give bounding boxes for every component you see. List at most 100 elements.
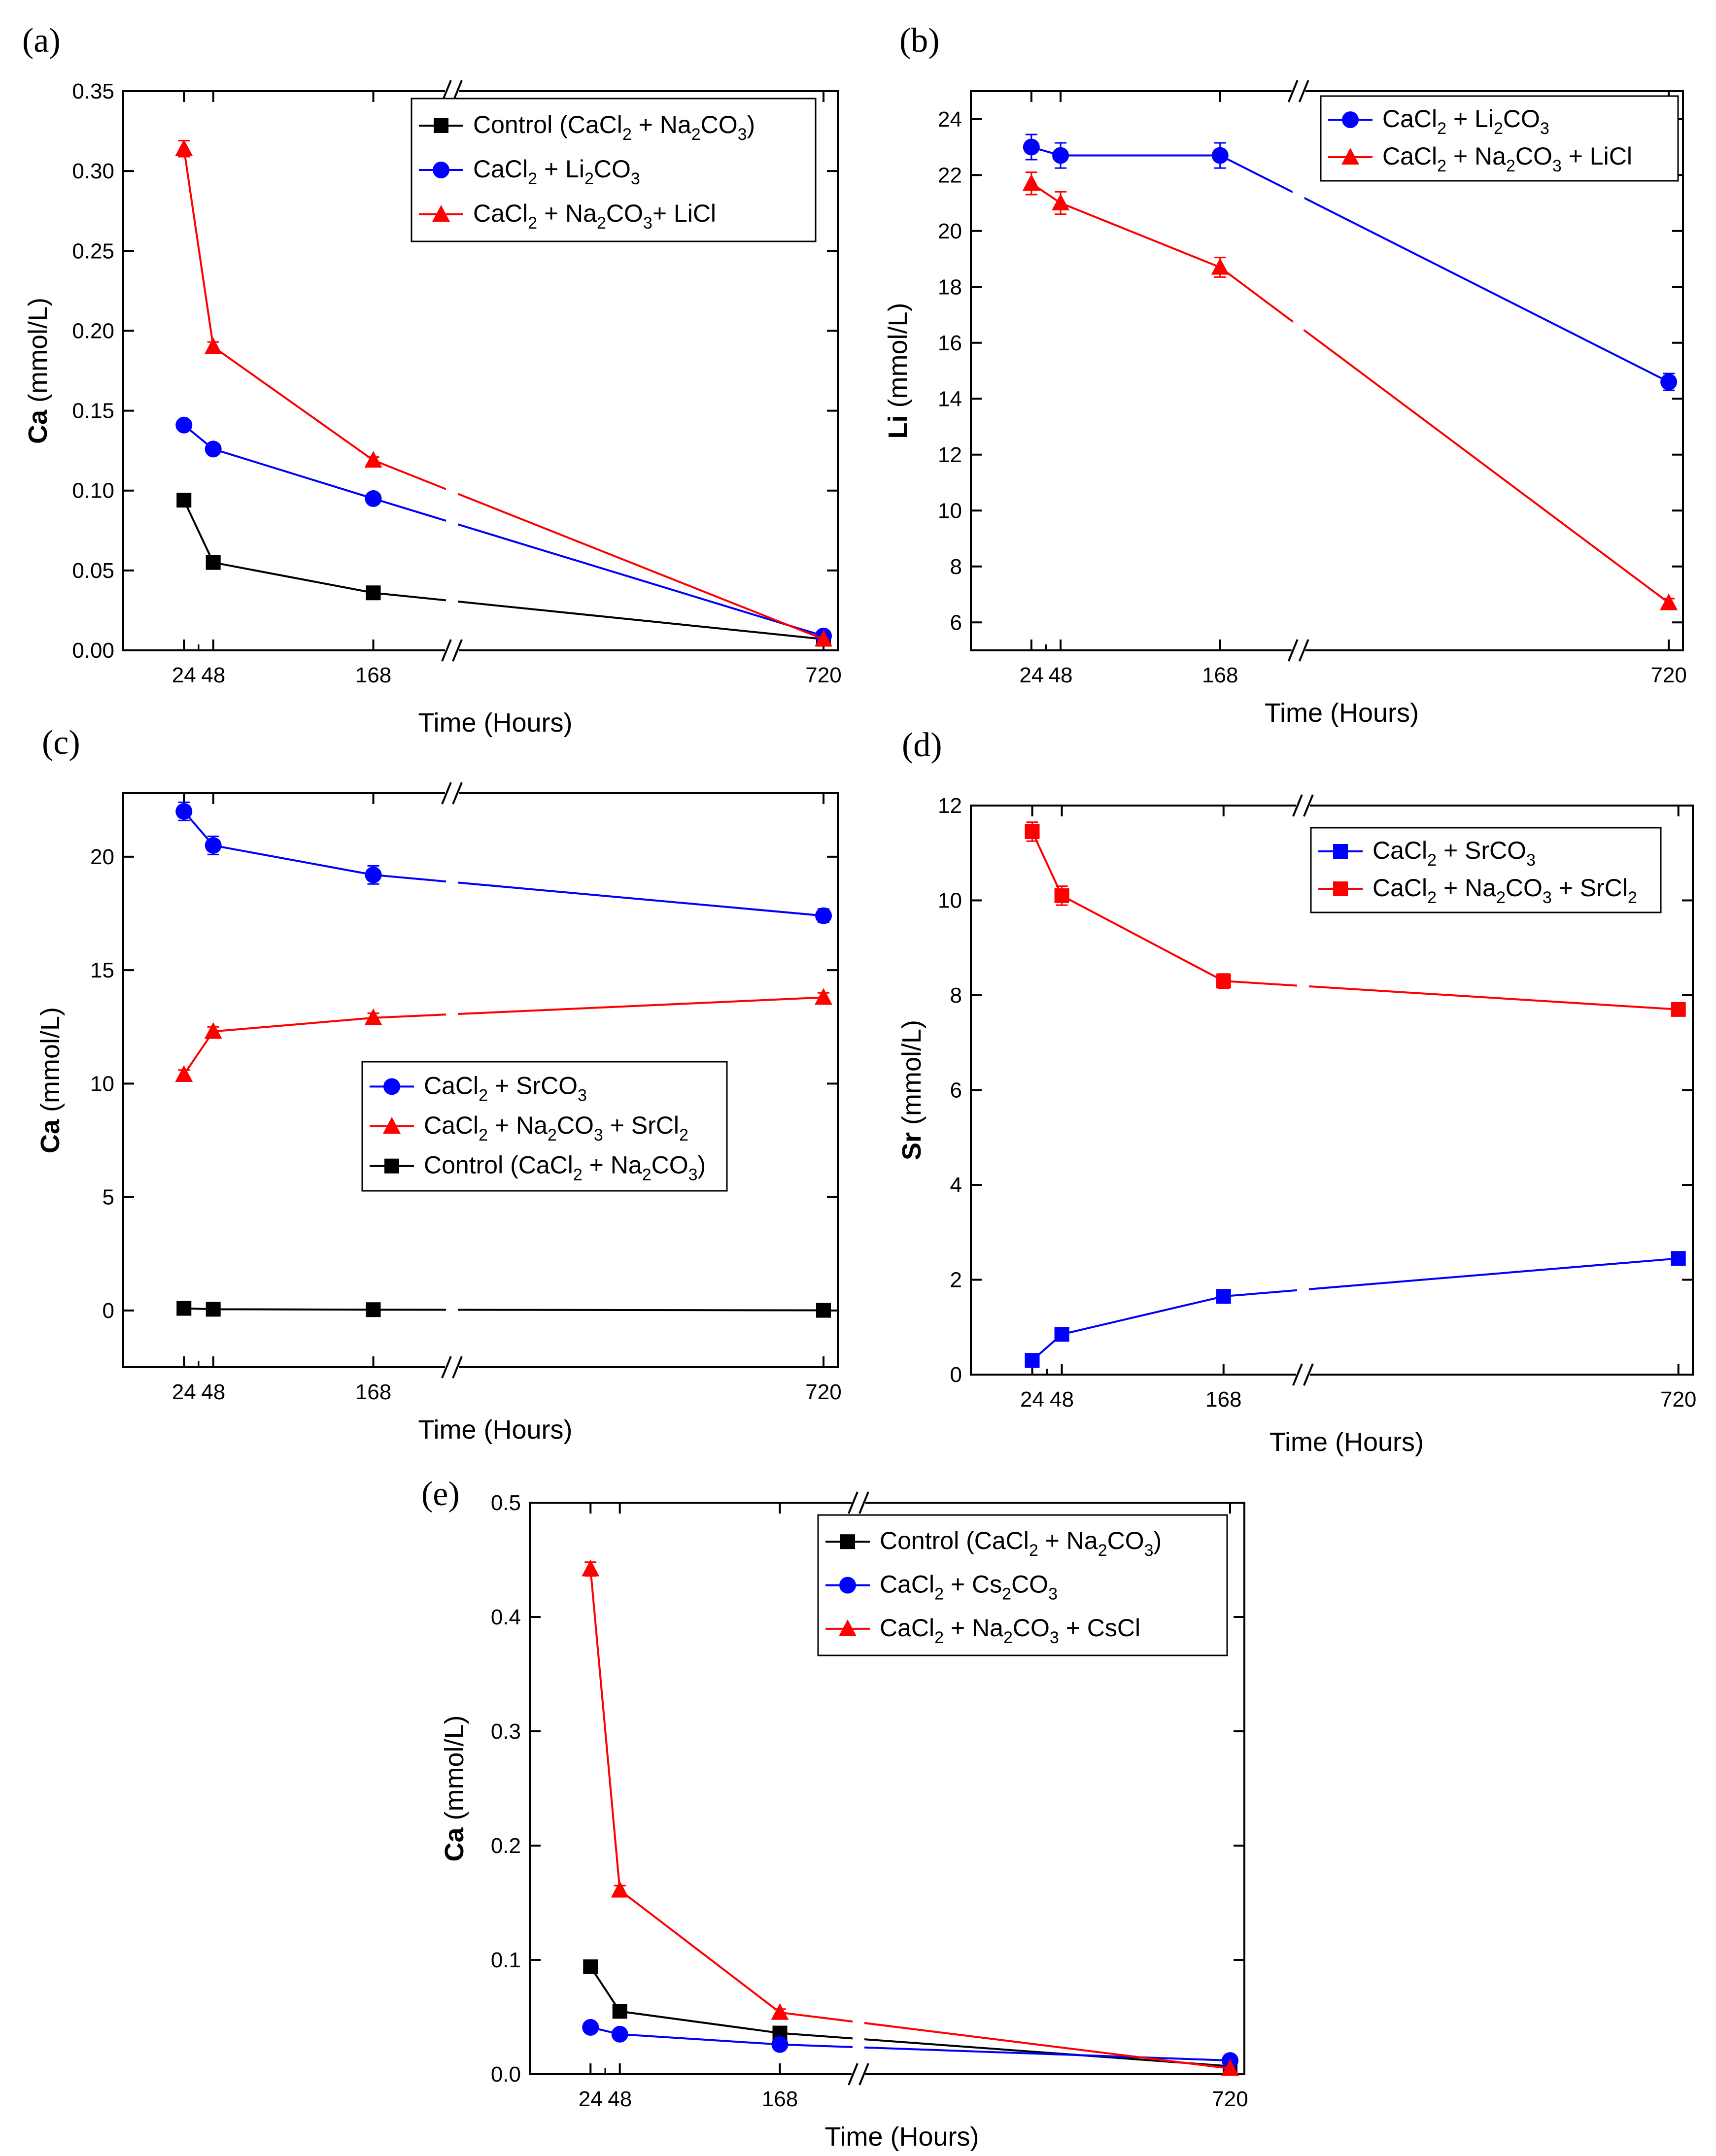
data-point bbox=[206, 1302, 221, 1317]
legend-label: CaCl2 + SrCO3 bbox=[1373, 837, 1536, 870]
panel-label: (a) bbox=[22, 22, 61, 60]
data-point bbox=[366, 1302, 381, 1317]
data-point bbox=[206, 555, 221, 570]
legend-label: Control (CaCl2 + Na2CO3) bbox=[880, 1527, 1162, 1560]
y-tick-label: 0.35 bbox=[72, 79, 114, 103]
axis-break-mark bbox=[1292, 794, 1303, 817]
y-tick-label: 20 bbox=[90, 845, 114, 869]
panel-label: (c) bbox=[42, 724, 80, 762]
line-break-gap bbox=[446, 518, 458, 527]
line-break-gap bbox=[853, 2043, 864, 2052]
line-break-gap bbox=[1292, 321, 1304, 331]
data-point bbox=[1211, 147, 1229, 164]
data-point bbox=[1671, 1251, 1686, 1266]
plot-frame bbox=[122, 792, 839, 1368]
legend-box bbox=[1310, 827, 1662, 913]
y-tick-label: 0.25 bbox=[72, 239, 114, 263]
legend-label: Control (CaCl2 + Na2CO3) bbox=[473, 111, 755, 144]
line-break-gap bbox=[853, 2018, 864, 2027]
x-tick-label: 48 bbox=[201, 1380, 225, 1404]
y-axis-title: Ca (mmol/L) bbox=[35, 1007, 65, 1153]
axis-break-mark bbox=[1303, 794, 1314, 817]
y-tick-label: 5 bbox=[103, 1185, 114, 1210]
axis-break-mark bbox=[1292, 1363, 1303, 1386]
x-axis-title: Time (Hours) bbox=[1265, 698, 1419, 728]
x-tick-label: 48 bbox=[1049, 663, 1073, 687]
line-break-gap bbox=[446, 596, 458, 606]
legend-label: CaCl2 + Na2CO3+ LiCl bbox=[473, 200, 716, 233]
line-break-gap bbox=[1297, 1285, 1309, 1294]
data-point bbox=[1025, 824, 1040, 839]
y-tick-label: 0.3 bbox=[491, 1719, 521, 1744]
data-point bbox=[611, 2025, 628, 2043]
x-tick-label: 720 bbox=[805, 1380, 841, 1404]
data-point bbox=[204, 1022, 222, 1039]
y-axis-title: Ca (mmol/L) bbox=[440, 1715, 469, 1861]
data-point bbox=[204, 337, 222, 354]
legend-label: CaCl2 + Na2CO3 + LiCl bbox=[1382, 142, 1632, 175]
chart-panel-c: 0 5 10 15 20 24 48 168 720 CaCl2 + SrCO3 CaCl2 + N… bbox=[35, 724, 842, 1445]
axis-break-mark bbox=[848, 1491, 858, 1514]
y-tick-label: 0 bbox=[103, 1299, 114, 1323]
legend-marker bbox=[1341, 148, 1359, 165]
legend-label: CaCl2 + Na2CO3 + SrCl2 bbox=[424, 1112, 688, 1145]
line-break-gap bbox=[446, 487, 458, 496]
axis-break-mark bbox=[1287, 639, 1299, 662]
line-break-gap bbox=[446, 1305, 458, 1314]
series-line-2 bbox=[589, 1569, 1231, 2070]
line-break-gap bbox=[853, 2034, 864, 2044]
y-tick-label: 18 bbox=[938, 275, 962, 299]
y-tick-label: 15 bbox=[90, 958, 114, 982]
data-point bbox=[612, 2004, 627, 2019]
data-point bbox=[1216, 1289, 1231, 1304]
y-tick-label: 0.5 bbox=[491, 1491, 521, 1515]
y-tick-label: 0.15 bbox=[72, 399, 114, 423]
axis-break-mark bbox=[441, 639, 452, 662]
y-tick-label: 0.2 bbox=[491, 1834, 521, 1858]
chart-panel-a: 0.00 0.05 0.10 0.15 0.20 0.25 0.30 0.35 24 48 168 7… bbox=[22, 22, 842, 738]
data-point bbox=[1052, 147, 1069, 164]
data-point bbox=[1671, 1002, 1686, 1017]
y-tick-label: 6 bbox=[950, 610, 962, 635]
data-point bbox=[1221, 2059, 1239, 2076]
chart-panel-e: 0.0 0.1 0.2 0.3 0.4 0.5 24 48 168 720 Control (CaC… bbox=[421, 1475, 1248, 2152]
y-tick-label: 12 bbox=[938, 794, 962, 818]
legend-marker bbox=[1333, 844, 1348, 859]
data-point bbox=[771, 2003, 789, 2020]
data-point bbox=[815, 907, 832, 924]
data-point bbox=[1023, 138, 1040, 156]
legend-marker bbox=[839, 1577, 856, 1594]
data-point bbox=[205, 440, 222, 458]
y-tick-label: 2 bbox=[950, 1268, 962, 1292]
x-tick-label: 24 bbox=[172, 663, 196, 687]
x-tick-label: 168 bbox=[762, 2087, 798, 2111]
legend-label: CaCl2 + Cs2CO3 bbox=[880, 1571, 1058, 1604]
legend-marker bbox=[434, 118, 448, 133]
data-point bbox=[205, 837, 222, 854]
x-tick-label: 168 bbox=[355, 1380, 391, 1404]
legend-label: CaCl2 + Li2CO3 bbox=[473, 155, 640, 188]
data-point bbox=[583, 1959, 598, 1974]
y-tick-label: 0 bbox=[950, 1363, 962, 1387]
y-tick-label: 8 bbox=[950, 983, 962, 1008]
x-axis-title: Time (Hours) bbox=[824, 2122, 979, 2152]
y-tick-label: 0.10 bbox=[72, 479, 114, 503]
legend-label: CaCl2 + Li2CO3 bbox=[1382, 105, 1549, 138]
x-tick-label: 48 bbox=[608, 2087, 632, 2111]
y-tick-label: 10 bbox=[938, 889, 962, 913]
legend-marker bbox=[1333, 881, 1348, 896]
data-point bbox=[1054, 888, 1069, 903]
x-tick-label: 720 bbox=[1660, 1387, 1696, 1412]
x-tick-label: 24 bbox=[579, 2087, 603, 2111]
x-tick-label: 48 bbox=[1050, 1387, 1074, 1412]
axis-break-mark bbox=[1298, 639, 1309, 662]
y-axis-title: Li (mmol/L) bbox=[883, 303, 913, 439]
data-point bbox=[582, 1559, 600, 1577]
legend-marker bbox=[384, 1158, 399, 1174]
series-line-0 bbox=[183, 810, 824, 917]
y-tick-label: 6 bbox=[950, 1078, 962, 1103]
data-point bbox=[1022, 174, 1040, 191]
legend-label: CaCl2 + Na2CO3 + CsCl bbox=[880, 1614, 1140, 1647]
